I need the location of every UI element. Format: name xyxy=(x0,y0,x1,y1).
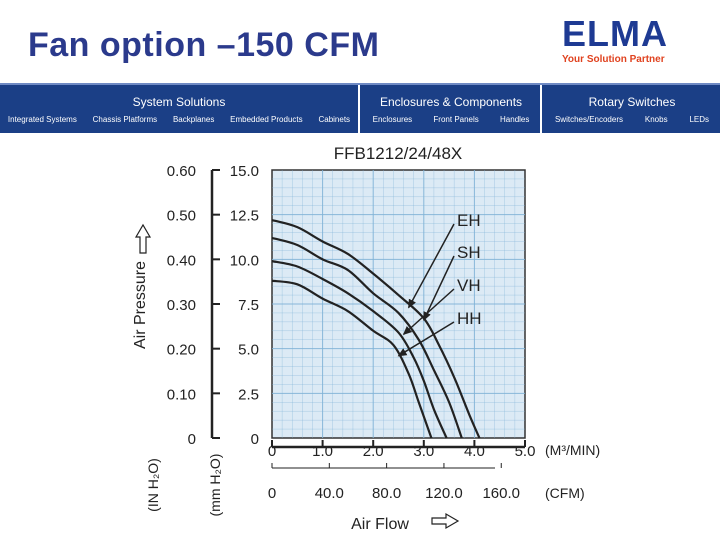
nav-item-front-panels[interactable]: Front Panels xyxy=(433,115,479,124)
nav-item-integrated-systems[interactable]: Integrated Systems xyxy=(7,115,77,124)
nav-section-rotary-switches[interactable]: Rotary Switches Switches/Encoders Knobs … xyxy=(544,85,720,133)
x-tick-label-secondary: 80.0 xyxy=(372,485,401,502)
curve-sh xyxy=(271,236,463,439)
y-axis-label: Air Pressure xyxy=(132,261,149,349)
x-unit-secondary: (CFM) xyxy=(545,485,585,501)
y-tick-label-inner: 15.0 xyxy=(230,163,259,180)
fan-curve-chart: EH SH VH HH FFB1212/24/48X 0 2.5 5.0 7.5 10.0 12.… xyxy=(132,144,600,533)
x-tick-label-secondary: 160.0 xyxy=(482,485,520,502)
curve-vh xyxy=(271,260,448,439)
x-tick-label-primary: 3.0 xyxy=(413,443,434,460)
nav-divider xyxy=(540,85,542,133)
nav-heading[interactable]: Enclosures & Components xyxy=(379,95,523,109)
nav-item-handles[interactable]: Handles xyxy=(500,115,530,124)
y-unit-outer: (IN H₂O) xyxy=(145,458,161,512)
nav-item-leds[interactable]: LEDs xyxy=(689,115,710,124)
nav-item-enclosures[interactable]: Enclosures xyxy=(372,115,413,124)
nav-section-enclosures[interactable]: Enclosures & Components Enclosures Front… xyxy=(362,85,540,133)
curve-label-arrow xyxy=(423,255,455,321)
x-tick-label-primary: 2.0 xyxy=(363,443,384,460)
curve-label-arrow xyxy=(402,288,455,336)
nav-item-embedded-products[interactable]: Embedded Products xyxy=(230,115,303,124)
logo-tagline: Your Solution Partner xyxy=(562,54,665,65)
x-tick-label-secondary: 40.0 xyxy=(315,485,344,502)
y-unit-inner: (mm H₂O) xyxy=(207,454,223,517)
elma-logo: ELMA Your Solution Partner xyxy=(562,13,692,66)
y-tick-label-outer: 0.50 xyxy=(167,208,196,225)
nav-heading[interactable]: System Solutions xyxy=(132,95,226,109)
y-axis-arrow-icon xyxy=(134,223,152,254)
y-tick-label-outer: 0.60 xyxy=(167,163,196,180)
nav-divider xyxy=(358,85,360,133)
curve-label-arrow xyxy=(407,223,455,309)
curve-label-eh: EH xyxy=(457,211,481,230)
x-axis-label: Air Flow xyxy=(351,516,409,533)
x-tick-label-primary: 0 xyxy=(268,443,276,460)
y-tick-label-outer: 0.10 xyxy=(167,386,196,403)
curve-eh xyxy=(271,218,481,439)
y-tick-label-inner: 12.5 xyxy=(230,208,259,225)
nav-bar: System Solutions Integrated Systems Chas… xyxy=(0,83,720,133)
curve-label-vh: VH xyxy=(457,276,481,295)
x-axis-arrow-icon xyxy=(431,512,460,530)
y-tick-label-inner: 2.5 xyxy=(238,386,259,403)
y-tick-label-inner: 0 xyxy=(251,431,259,448)
chart-title: FFB1212/24/48X xyxy=(334,144,463,163)
x-tick-label-secondary: 0 xyxy=(268,485,276,502)
nav-item-backplanes[interactable]: Backplanes xyxy=(172,115,215,124)
x-unit-primary: (M³/MIN) xyxy=(545,442,600,458)
curve-label-arrow xyxy=(397,321,455,357)
nav-item-chassis-platforms[interactable]: Chassis Platforms xyxy=(92,115,158,124)
curve-label-sh: SH xyxy=(457,243,481,262)
x-tick-label-primary: 1.0 xyxy=(312,443,333,460)
y-tick-label-inner: 10.0 xyxy=(230,252,259,269)
nav-item-switches-encoders[interactable]: Switches/Encoders xyxy=(554,115,623,124)
nav-heading[interactable]: Rotary Switches xyxy=(588,95,676,109)
nav-section-system-solutions[interactable]: System Solutions Integrated Systems Chas… xyxy=(0,85,358,133)
curve-label-hh: HH xyxy=(457,309,482,328)
y-tick-label-outer: 0 xyxy=(188,431,196,448)
y-tick-label-inner: 7.5 xyxy=(238,297,259,314)
y-tick-label-outer: 0.20 xyxy=(167,342,196,359)
x-tick-label-primary: 5.0 xyxy=(515,443,536,460)
y-tick-label-outer: 0.40 xyxy=(167,252,196,269)
y-tick-label-inner: 5.0 xyxy=(238,342,259,359)
nav-item-cabinets[interactable]: Cabinets xyxy=(318,115,351,124)
curve-hh xyxy=(271,279,433,439)
x-tick-label-primary: 4.0 xyxy=(464,443,485,460)
y-tick-label-outer: 0.30 xyxy=(167,297,196,314)
logo-brand: ELMA xyxy=(562,13,668,54)
x-tick-label-secondary: 120.0 xyxy=(425,485,463,502)
nav-item-knobs[interactable]: Knobs xyxy=(644,115,668,124)
slide-title: Fan option –150 CFM xyxy=(28,26,380,64)
